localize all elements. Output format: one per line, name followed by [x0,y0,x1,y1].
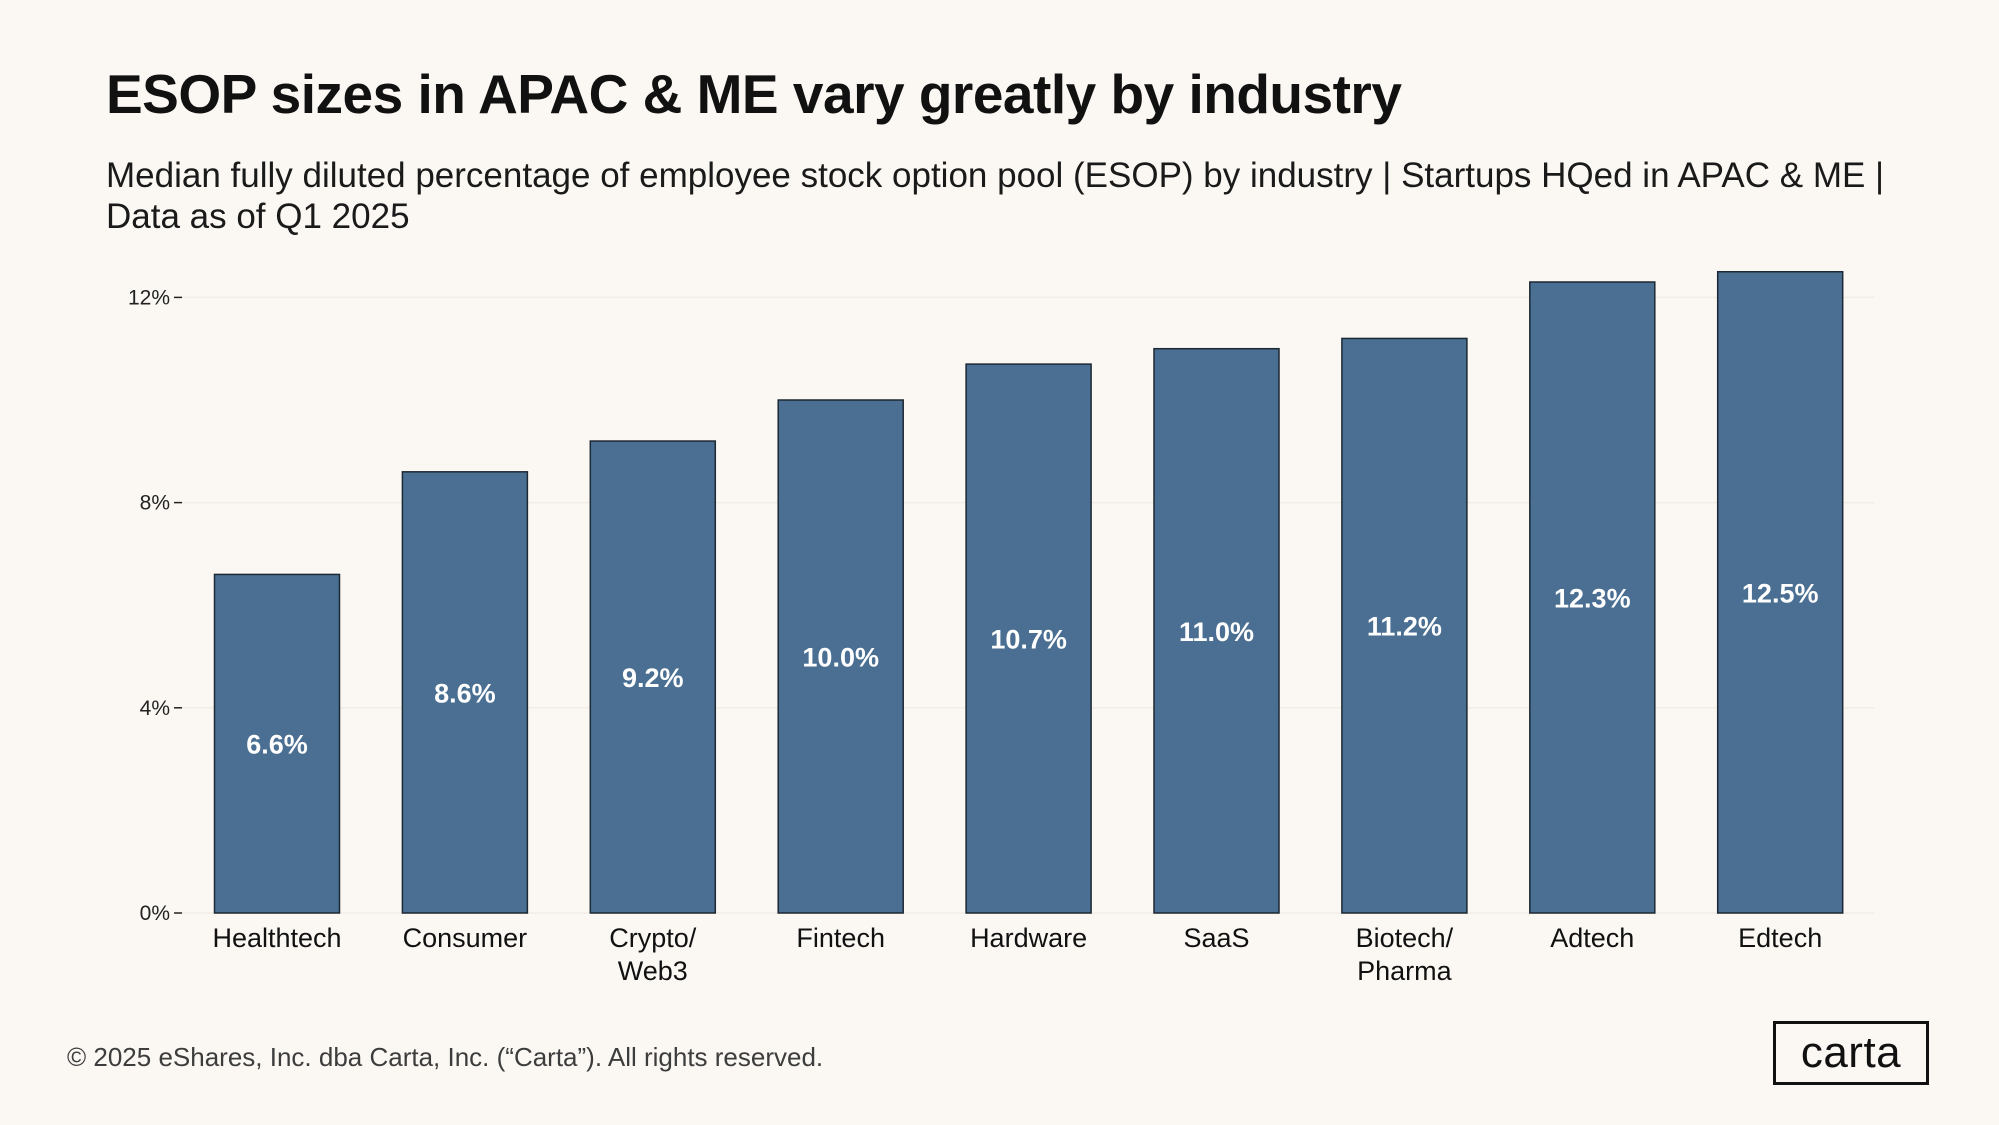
y-tick-label: 0% [140,902,170,925]
bar [589,440,717,914]
x-tick-label: Web3 [618,956,688,986]
data-label: 10.7% [990,625,1067,655]
data-label: 9.2% [622,663,684,693]
y-tick-label: 8% [140,492,170,515]
x-tick-label: Healthtech [212,923,341,953]
x-tick-label: Pharma [1357,956,1453,986]
bar [965,363,1092,914]
x-tick-label: Crypto/ [609,923,697,953]
bar [1716,271,1844,914]
x-tick-label: Consumer [403,923,528,953]
data-label: 6.6% [246,730,308,760]
x-tick-label: Fintech [796,923,885,953]
x-tick-label: Biotech/ [1356,923,1454,953]
y-tick-label: 4% [140,697,170,720]
y-axis: 0% 4% 8% 12% [128,286,182,925]
data-label: 12.5% [1742,578,1819,608]
carta-logo: carta [1773,1021,1929,1085]
y-tick-label: 12% [128,286,170,309]
bar [777,399,904,914]
bar [213,573,341,914]
data-label: 12.3% [1554,584,1631,614]
x-axis: Healthtech Consumer Crypto/Web3 Fintech Hard… [212,923,1822,986]
x-tick-label: Edtech [1738,923,1822,953]
copyright-footer: © 2025 eShares, Inc. dba Carta, Inc. (“C… [67,1042,824,1072]
bars [213,271,1844,914]
chart-title: ESOP sizes in APAC & ME vary greatly by … [106,63,1402,125]
x-tick-label: SaaS [1183,923,1249,953]
bar [401,471,529,914]
data-label: 11.2% [1367,612,1442,642]
chart-subtitle: Median fully diluted percentage of emplo… [106,156,1885,236]
data-label: 11.0% [1179,617,1254,647]
data-labels: 6.6% 8.6% 9.2% 10.0% 10.7% 11.0% 11.2% 12.3% 12.… [246,578,1818,759]
data-label: 10.0% [802,643,879,673]
bar [1341,337,1468,914]
bar [1529,281,1656,914]
data-label: 8.6% [434,678,496,708]
x-tick-label: Hardware [970,923,1087,953]
x-tick-label: Adtech [1550,923,1634,953]
bar [1153,347,1280,914]
